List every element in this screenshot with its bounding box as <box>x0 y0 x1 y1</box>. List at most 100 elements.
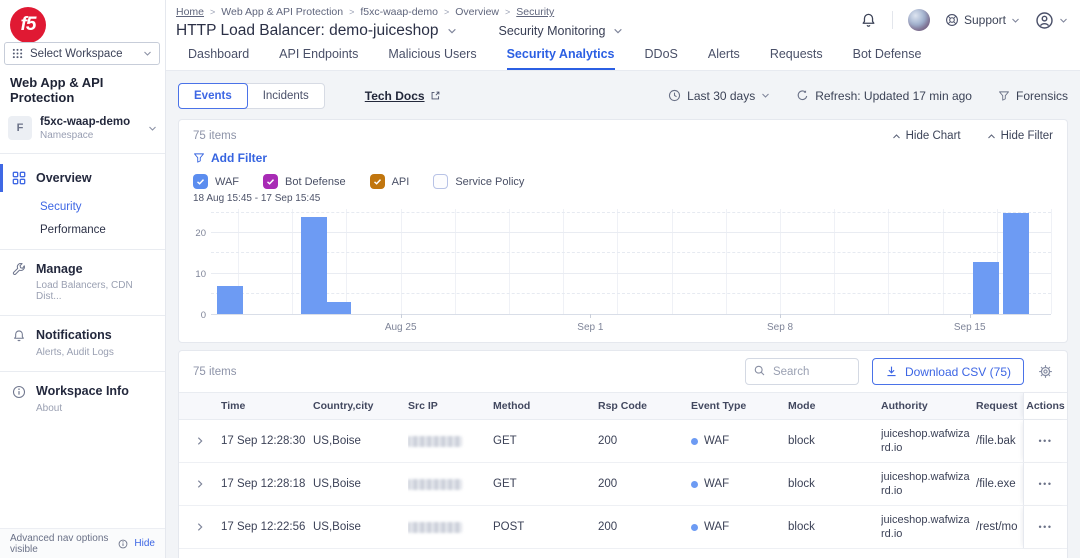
tab-malicious-users[interactable]: Malicious Users <box>388 47 476 70</box>
forensics-button[interactable]: Forensics <box>998 89 1068 103</box>
notifications-bell-icon[interactable] <box>860 12 877 29</box>
chart-x-axis: Aug 25Sep 1Sep 8Sep 15 <box>211 317 1051 333</box>
tab-alerts[interactable]: Alerts <box>708 47 740 70</box>
x-gridline <box>780 209 781 314</box>
add-filter-button[interactable]: Add Filter <box>193 151 1053 165</box>
namespace-selector[interactable]: F f5xc-waap-demo Namespace <box>8 116 157 141</box>
y-gridline-dashed <box>211 293 1051 294</box>
cell-country-city: US,Boise <box>313 420 408 462</box>
workspace-selector[interactable]: Select Workspace <box>4 42 160 65</box>
expand-row-icon[interactable] <box>195 479 205 489</box>
hide-advanced-nav-button[interactable]: Hide <box>134 538 155 549</box>
filter-checkboxes: WAF Bot Defense API Service Policy <box>193 174 1053 189</box>
column-header-rsp-code[interactable]: Rsp Code <box>598 393 691 419</box>
column-header-authority[interactable]: Authority <box>881 393 976 419</box>
sidebar-item-security[interactable]: Security <box>0 201 165 213</box>
chevron-down-icon[interactable] <box>447 26 457 36</box>
column-header-mode[interactable]: Mode <box>788 393 881 419</box>
column-header-actions[interactable]: Actions <box>1023 393 1067 419</box>
breadcrumb-separator: > <box>210 7 215 17</box>
row-actions-button[interactable] <box>1039 522 1053 532</box>
cell-method: POST <box>493 506 598 548</box>
tab-security-analytics[interactable]: Security Analytics <box>507 47 615 70</box>
account-menu[interactable] <box>1035 11 1068 30</box>
expand-row-icon[interactable] <box>195 522 205 532</box>
chart-bar[interactable] <box>325 302 351 314</box>
event-type-dot <box>691 524 698 531</box>
redacted-ip <box>408 522 462 533</box>
external-link-icon <box>430 90 441 101</box>
hide-chart-button[interactable]: Hide Chart <box>892 130 961 142</box>
tab-requests[interactable]: Requests <box>770 47 823 70</box>
download-csv-button[interactable]: Download CSV (75) <box>872 358 1024 385</box>
sidebar-item-manage[interactable]: Manage Load Balancers, CDN Dist... <box>0 250 165 316</box>
table-row: 17 Sep 12:28:30 US,Boise GET 200 WAF blo… <box>179 420 1067 463</box>
breadcrumb-item-f5xc-waap-demo[interactable]: f5xc-waap-demo <box>360 6 438 18</box>
breadcrumb-item-overview[interactable]: Overview <box>455 6 499 18</box>
sidebar-item-overview[interactable]: Overview <box>0 166 165 190</box>
cell-time: 17 Sep 12:28:18 <box>221 463 313 505</box>
breadcrumb-separator: > <box>349 7 354 17</box>
incidents-tab-button[interactable]: Incidents <box>245 83 325 109</box>
checkbox-service-policy <box>433 174 448 189</box>
hide-filter-button[interactable]: Hide Filter <box>987 130 1053 142</box>
secondary-nav-selector[interactable]: Security Monitoring <box>499 24 623 38</box>
column-header-src-ip[interactable]: Src IP <box>408 393 493 419</box>
events-chart-panel: 75 items Hide Chart Hide Filter Add Filt… <box>178 119 1068 343</box>
cell-event-type: WAF <box>691 463 788 505</box>
tech-docs-link[interactable]: Tech Docs <box>365 89 441 103</box>
breadcrumb-item-web-app-api-protection[interactable]: Web App & API Protection <box>221 6 343 18</box>
events-bar-chart: 01020 Aug 25Sep 1Sep 8Sep 15 <box>193 207 1053 333</box>
f5-logo[interactable]: f5 <box>10 7 46 43</box>
column-header-country-city[interactable]: Country,city <box>313 393 408 419</box>
events-tab-button[interactable]: Events <box>178 83 248 109</box>
filter-api[interactable]: API <box>370 174 410 189</box>
tenant-avatar[interactable] <box>908 9 930 31</box>
refresh-button[interactable]: Refresh: Updated 17 min ago <box>796 89 972 103</box>
sidebar-item-notifications[interactable]: Notifications Alerts, Audit Logs <box>0 316 165 371</box>
breadcrumb-item-home[interactable]: Home <box>176 6 204 18</box>
x-tick-label: Aug 25 <box>385 322 417 333</box>
cell-rsp-code: 200 <box>598 420 691 462</box>
x-gridline <box>888 209 889 314</box>
sidebar-item-manage-label: Manage <box>36 262 155 278</box>
filter-waf[interactable]: WAF <box>193 174 239 189</box>
chart-bar[interactable] <box>973 262 999 315</box>
column-header-method[interactable]: Method <box>493 393 598 419</box>
tab-bot-defense[interactable]: Bot Defense <box>853 47 922 70</box>
grid-dots-icon <box>12 48 23 59</box>
filter-bot-defense[interactable]: Bot Defense <box>263 174 346 189</box>
sidebar-item-performance[interactable]: Performance <box>0 224 165 236</box>
event-type-dot <box>691 481 698 488</box>
expand-row-icon[interactable] <box>195 436 205 446</box>
divider <box>892 11 893 29</box>
main-content: Events Incidents Tech Docs Last 30 days <box>166 71 1080 558</box>
tab-dashboard[interactable]: Dashboard <box>188 47 249 70</box>
redacted-ip <box>408 479 462 490</box>
row-actions-button[interactable] <box>1039 479 1053 489</box>
support-menu[interactable]: Support <box>945 13 1020 27</box>
chart-bar[interactable] <box>217 286 243 314</box>
clock-icon <box>668 89 681 102</box>
tab-ddos[interactable]: DDoS <box>645 47 678 70</box>
filter-service-policy[interactable]: Service Policy <box>433 174 524 189</box>
overview-grid-icon <box>12 171 26 185</box>
row-actions-button[interactable] <box>1039 436 1053 446</box>
x-tick-label: Sep 8 <box>767 322 793 333</box>
chart-bar[interactable] <box>1003 213 1029 314</box>
info-icon <box>118 539 128 549</box>
column-header-time[interactable]: Time <box>221 393 313 419</box>
chart-bar[interactable] <box>301 217 327 314</box>
column-header-event-type[interactable]: Event Type <box>691 393 788 419</box>
table-settings-gear-icon[interactable] <box>1038 364 1053 379</box>
sidebar-title: Web App & API Protection <box>10 75 155 105</box>
sidebar-item-workspace-info[interactable]: Workspace Info About <box>0 372 165 427</box>
breadcrumb-item-security[interactable]: Security <box>516 6 554 18</box>
cell-request: /file.exe <box>976 463 1023 505</box>
column-header-request[interactable]: Request <box>976 393 1023 419</box>
tab-bar: Dashboard API Endpoints Malicious Users Sec… <box>188 47 921 70</box>
tab-api-endpoints[interactable]: API Endpoints <box>279 47 358 70</box>
cell-method: GET <box>493 463 598 505</box>
time-range-selector[interactable]: Last 30 days <box>668 89 770 103</box>
refresh-icon <box>796 89 809 102</box>
